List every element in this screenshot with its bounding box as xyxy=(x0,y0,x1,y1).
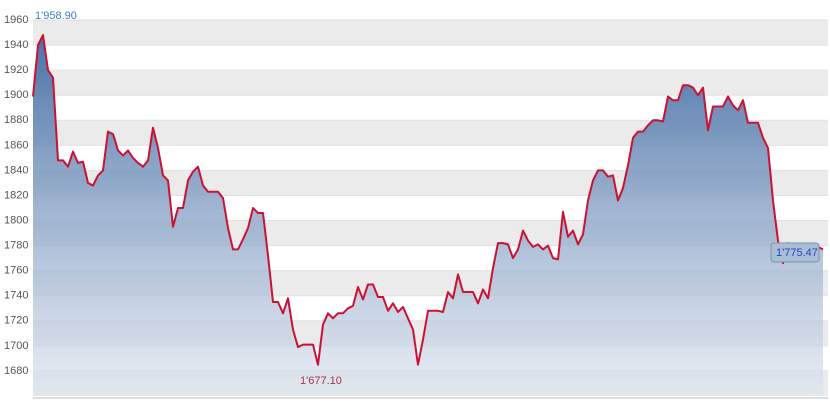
last-value-box xyxy=(770,242,820,263)
grid-band xyxy=(33,95,828,121)
grid-band xyxy=(33,45,828,71)
grid-band xyxy=(33,70,828,96)
y-tick-label: 1700 xyxy=(4,340,28,352)
max-label: 1'958.90 xyxy=(35,10,77,22)
y-tick-label: 1720 xyxy=(4,315,28,327)
y-tick-label: 1780 xyxy=(4,240,28,252)
last-value-label: 1'775.47 xyxy=(776,247,818,259)
y-tick-label: 1940 xyxy=(4,39,28,51)
y-tick-label: 1920 xyxy=(4,64,28,76)
y-tick-label: 1800 xyxy=(4,214,28,226)
y-tick-label: 1820 xyxy=(4,189,28,201)
grid-band xyxy=(33,20,828,46)
min-label: 1'677.10 xyxy=(300,375,342,387)
y-tick-label: 1680 xyxy=(4,365,28,377)
y-tick-label: 1760 xyxy=(4,265,28,277)
area xyxy=(33,35,823,396)
y-tick-label: 1960 xyxy=(4,14,28,26)
y-tick-label: 1740 xyxy=(4,290,28,302)
y-tick-label: 1880 xyxy=(4,114,28,126)
y-tick-label: 1900 xyxy=(4,89,28,101)
y-tick-label: 1860 xyxy=(4,139,28,151)
grid-band xyxy=(33,5,828,21)
y-tick-label: 1840 xyxy=(4,164,28,176)
line xyxy=(32,34,824,366)
